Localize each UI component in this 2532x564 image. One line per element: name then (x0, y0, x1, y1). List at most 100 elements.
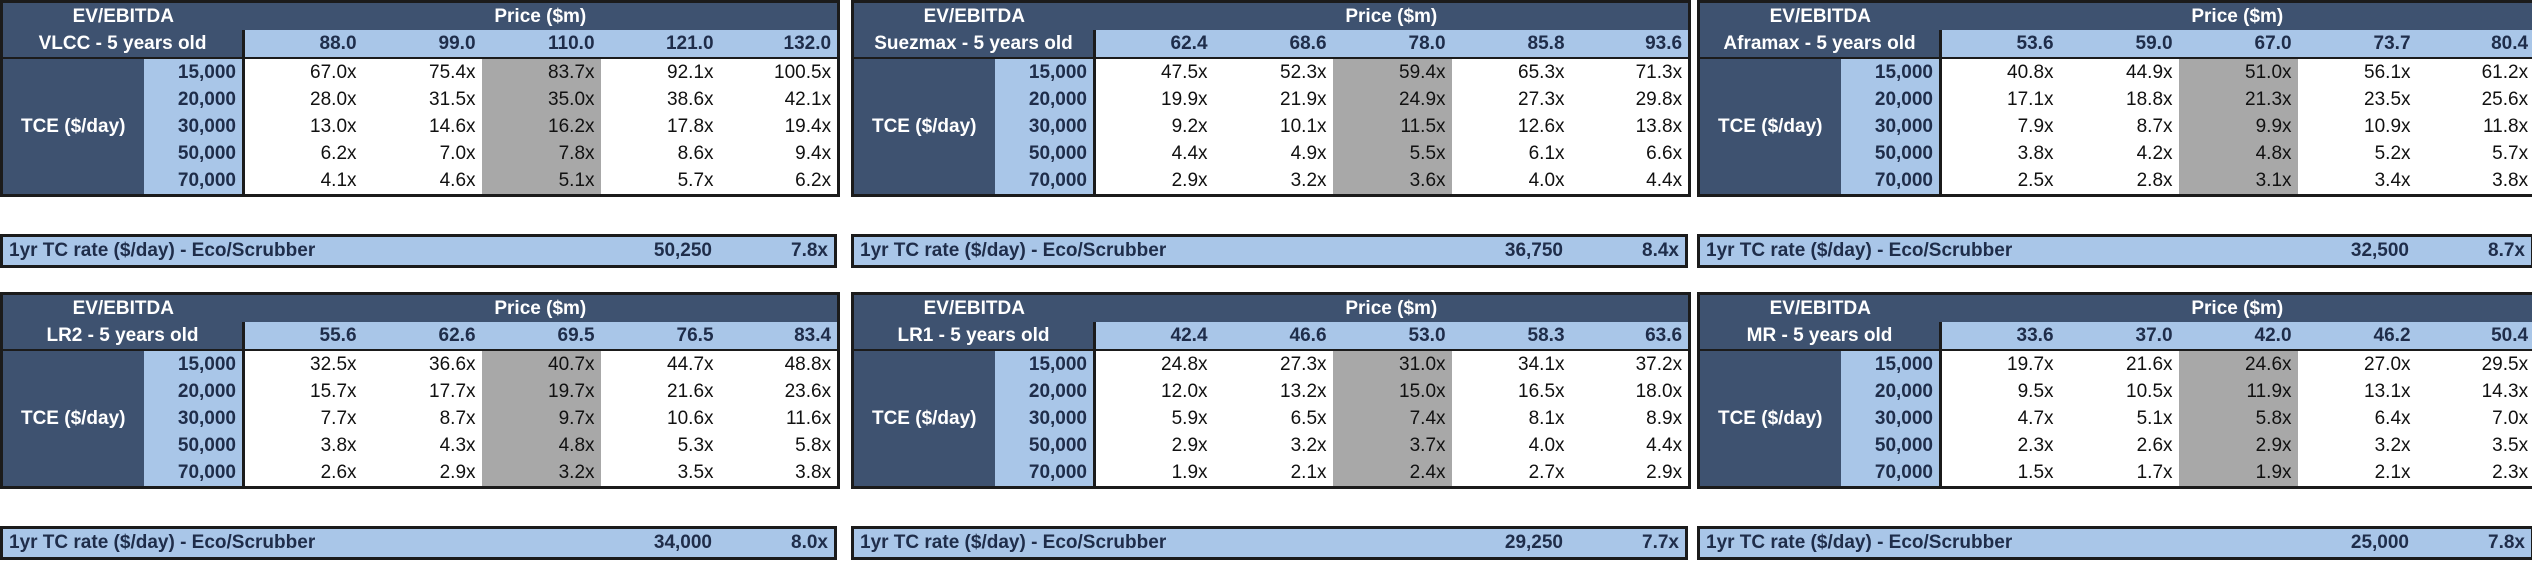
multiple-cell-highlighted: 4.8x (2178, 140, 2298, 167)
price-col-header: 33.6 (1940, 322, 2060, 351)
table-row: 50,000 2.3x 2.6x 2.9x 3.2x 3.5x (1699, 432, 2532, 459)
multiple-cell: 38.6x (600, 86, 720, 113)
multiple-cell: 2.8x (2059, 167, 2179, 196)
table-row: 20,000 12.0x 13.2x 15.0x 16.5x 18.0x (853, 378, 1690, 405)
multiple-cell: 40.8x (1940, 58, 2060, 86)
table-row: 30,000 7.9x 8.7x 9.9x 10.9x 11.8x (1699, 113, 2532, 140)
tce-row-header: 15,000 (994, 350, 1097, 378)
price-col-header: 42.4 (1094, 322, 1214, 351)
multiple-cell: 27.0x (2297, 350, 2417, 378)
multiple-cell: 1.5x (1940, 459, 2060, 488)
multiple-cell: 2.9x (1570, 459, 1690, 488)
tce-label: TCE ($/day) (1698, 58, 1841, 196)
ev-ebitda-table: EV/EBITDA Price ($m) MR - 5 years old 33… (1697, 292, 2532, 489)
tce-row-header: 50,000 (994, 140, 1097, 167)
multiple-cell-highlighted: 11.5x (1332, 113, 1452, 140)
multiple-cell: 2.9x (362, 459, 482, 488)
table-row: 50,000 6.2x 7.0x 7.8x 8.6x 9.4x (2, 140, 839, 167)
multiple-cell: 4.4x (1570, 432, 1690, 459)
tce-row-header: 30,000 (994, 113, 1097, 140)
price-col-header: 132.0 (719, 30, 839, 59)
multiple-cell: 10.6x (600, 405, 720, 432)
multiple-cell: 3.5x (600, 459, 720, 488)
multiple-cell: 36.6x (362, 350, 482, 378)
price-col-header: 37.0 (2059, 322, 2179, 351)
tc-rate-value: 29,250 (1504, 532, 1563, 553)
table-row: 20,000 28.0x 31.5x 35.0x 38.6x 42.1x (2, 86, 839, 113)
multiple-cell: 8.9x (1570, 405, 1690, 432)
multiple-cell: 8.6x (600, 140, 720, 167)
table-row: 30,000 4.7x 5.1x 5.8x 6.4x 7.0x (1699, 405, 2532, 432)
multiple-cell: 21.6x (2059, 350, 2179, 378)
table-row: TCE ($/day) 15,000 67.0x 75.4x 83.7x 92.… (1, 58, 839, 196)
multiple-cell: 56.1x (2297, 58, 2417, 86)
tce-row-header: 30,000 (994, 405, 1097, 432)
multiple-cell: 61.2x (2416, 58, 2532, 86)
tce-row-header: 20,000 (994, 86, 1097, 113)
multiple-cell-highlighted: 31.0x (1332, 350, 1452, 378)
multiple-cell: 52.3x (1213, 58, 1333, 86)
multiple-cell: 3.8x (719, 459, 839, 488)
price-header: Price ($m) (1094, 293, 1690, 322)
tc-rate-value: 36,750 (1504, 240, 1563, 261)
multiple-cell: 3.2x (1213, 167, 1333, 196)
multiple-cell-highlighted: 5.1x (481, 167, 601, 196)
ev-ebitda-label: EV/EBITDA (1, 293, 244, 322)
multiple-cell: 7.9x (1940, 113, 2060, 140)
tce-row-header: 50,000 (994, 432, 1097, 459)
vessel-label: Aframax - 5 years old (1698, 30, 1943, 59)
multiple-cell: 8.1x (1451, 405, 1571, 432)
multiple-cell: 4.2x (2059, 140, 2179, 167)
tc-rate-multiple: 8.7x (2488, 240, 2525, 261)
tce-row-header: 15,000 (143, 350, 246, 378)
multiple-cell: 9.5x (1940, 378, 2060, 405)
multiple-cell: 3.2x (2297, 432, 2417, 459)
multiple-cell: 4.0x (1451, 167, 1571, 196)
table-row: TCE ($/day) 15,000 47.5x 52.3x 59.4x 65.… (852, 58, 1690, 196)
multiple-cell: 67.0x (243, 58, 363, 86)
multiple-cell: 17.1x (1940, 86, 2060, 113)
ev-ebitda-label: EV/EBITDA (852, 1, 1095, 30)
multiple-cell: 2.3x (1940, 432, 2060, 459)
multiple-cell: 14.3x (2416, 378, 2532, 405)
tc-rate-label: 1yr TC rate ($/day) - Eco/Scrubber (9, 240, 316, 261)
sensitivity-panel: EV/EBITDA Price ($m) LR2 - 5 years old 5… (0, 292, 841, 489)
multiple-cell-highlighted: 15.0x (1332, 378, 1452, 405)
price-header: Price ($m) (243, 293, 839, 322)
tce-row-header: 20,000 (143, 86, 246, 113)
multiple-cell: 11.8x (2416, 113, 2532, 140)
vessel-label: MR - 5 years old (1698, 322, 1943, 351)
multiple-cell-highlighted: 51.0x (2178, 58, 2298, 86)
multiple-cell: 13.1x (2297, 378, 2417, 405)
multiple-cell: 7.7x (243, 405, 363, 432)
multiple-cell: 3.4x (2297, 167, 2417, 196)
sensitivity-panel: EV/EBITDA Price ($m) VLCC - 5 years old … (0, 0, 841, 197)
multiple-cell: 4.0x (1451, 432, 1571, 459)
tce-row-header: 20,000 (1840, 86, 1943, 113)
multiple-cell: 10.9x (2297, 113, 2417, 140)
multiple-cell: 12.0x (1094, 378, 1214, 405)
sensitivity-panel: EV/EBITDA Price ($m) LR1 - 5 years old 4… (851, 292, 1692, 489)
price-col-header: 69.5 (481, 322, 601, 351)
price-header: Price ($m) (1940, 293, 2532, 322)
multiple-cell-highlighted: 4.8x (481, 432, 601, 459)
table-row: 50,000 4.4x 4.9x 5.5x 6.1x 6.6x (853, 140, 1690, 167)
multiple-cell: 4.4x (1570, 167, 1690, 196)
tc-rate-label: 1yr TC rate ($/day) - Eco/Scrubber (1706, 532, 2013, 553)
multiple-cell-highlighted: 19.7x (481, 378, 601, 405)
multiple-cell: 2.7x (1451, 459, 1571, 488)
price-col-header: 62.6 (362, 322, 482, 351)
multiple-cell: 42.1x (719, 86, 839, 113)
price-col-header: 42.0 (2178, 322, 2298, 351)
multiple-cell: 5.2x (2297, 140, 2417, 167)
tce-row-header: 50,000 (143, 140, 246, 167)
multiple-cell: 7.0x (362, 140, 482, 167)
multiple-cell: 32.5x (243, 350, 363, 378)
multiple-cell: 3.5x (2416, 432, 2532, 459)
multiple-cell: 21.9x (1213, 86, 1333, 113)
multiple-cell: 13.8x (1570, 113, 1690, 140)
multiple-cell: 9.4x (719, 140, 839, 167)
table-row: 30,000 13.0x 14.6x 16.2x 17.8x 19.4x (2, 113, 839, 140)
multiple-cell: 44.9x (2059, 58, 2179, 86)
tce-row-header: 20,000 (143, 378, 246, 405)
